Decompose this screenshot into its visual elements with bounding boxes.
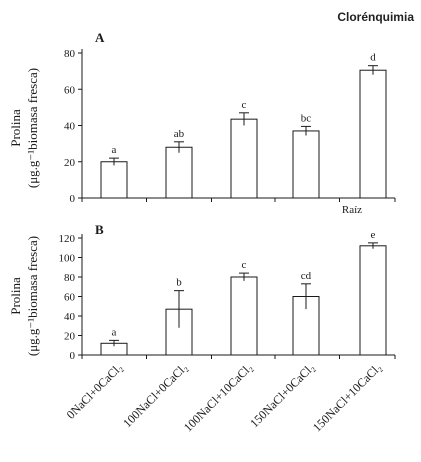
x-category-label: 100NaCl+0CaCl₂ (120, 360, 190, 430)
bar (100, 161, 128, 199)
x-category-label: 0NaCl+0CaCl₂ (64, 360, 125, 421)
x-category-label: 100NaCl+10CaCl₂ (181, 360, 255, 434)
y-tick-label: 100 (59, 253, 76, 265)
y-tick-label: 40 (64, 311, 76, 323)
panel-a-note: Raíz (342, 204, 362, 216)
bar (359, 69, 387, 199)
bar (359, 245, 387, 356)
y-tick-label: 0 (70, 193, 76, 205)
y-tick-label: 40 (64, 121, 76, 133)
panel-a-ylabel: Prolina (8, 109, 23, 147)
panel-a-ylabel-units: (μg.g⁻¹biomasa fresca) (25, 68, 40, 188)
panel-b: B Prolina (μg.g⁻¹biomasa fresca) 0 20 40 60… (8, 222, 396, 362)
y-tick-label: 0 (70, 350, 76, 362)
x-category-label: 150NaCl+0CaCl₂ (247, 360, 317, 430)
y-tick-label: 60 (64, 84, 76, 96)
significance-letter: ab (174, 128, 185, 140)
significance-letter: a (112, 326, 117, 338)
significance-letter: b (176, 277, 182, 289)
panel-b-axes: 0 20 40 60 80 100 120 (59, 233, 396, 362)
panel-b-y-axis-label: Prolina (μg.g⁻¹biomasa fresca) (8, 236, 40, 356)
panel-b-ylabel: Prolina (8, 277, 23, 315)
panel-b-bars: a b c cd e (100, 229, 387, 356)
significance-letter: c (242, 99, 247, 111)
significance-letter: e (371, 229, 376, 241)
y-tick-label: 20 (64, 331, 76, 343)
category-labels: 0NaCl+0CaCl₂100NaCl+0CaCl₂100NaCl+10CaCl… (64, 360, 384, 434)
y-tick-label: 80 (64, 48, 76, 60)
panel-a-letter: A (95, 30, 105, 45)
significance-letter: cd (301, 270, 312, 282)
y-tick-label: 60 (64, 292, 76, 304)
x-category-label: 150NaCl+10CaCl₂ (310, 360, 384, 434)
panel-a-y-axis-label: Prolina (μg.g⁻¹biomasa fresca) (8, 68, 40, 188)
significance-letter: c (242, 259, 247, 271)
y-tick-label: 20 (64, 157, 76, 169)
bar (165, 146, 193, 199)
bar (230, 118, 258, 199)
y-tick-label: 80 (64, 272, 76, 284)
panel-b-letter: B (95, 222, 104, 237)
significance-letter: a (112, 144, 117, 156)
panel-a-bars: a ab c bc d (100, 52, 387, 199)
y-tick-label: 120 (59, 233, 76, 245)
panel-b-ylabel-units: (μg.g⁻¹biomasa fresca) (25, 236, 40, 356)
significance-letter: d (370, 52, 376, 64)
panel-a-axes: 0 20 40 60 80 (64, 48, 396, 205)
panel-a: A Prolina (μg.g⁻¹biomasa fresca) 0 20 40 60… (8, 30, 396, 216)
bar (230, 276, 258, 356)
figure-title: Clorénquimia (337, 10, 414, 24)
bar (292, 130, 320, 199)
significance-letter: bc (301, 112, 312, 124)
